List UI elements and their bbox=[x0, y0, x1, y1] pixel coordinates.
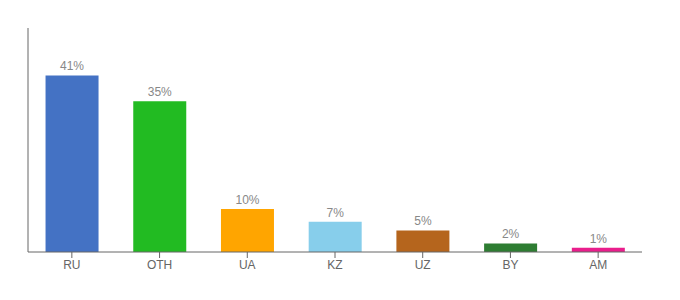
svg-text:KZ: KZ bbox=[327, 258, 342, 272]
svg-text:AM: AM bbox=[589, 258, 607, 272]
svg-text:BY: BY bbox=[502, 258, 518, 272]
svg-text:5%: 5% bbox=[414, 214, 432, 228]
svg-text:UA: UA bbox=[239, 258, 256, 272]
svg-text:UZ: UZ bbox=[415, 258, 431, 272]
svg-text:1%: 1% bbox=[590, 232, 608, 246]
svg-text:2%: 2% bbox=[502, 227, 520, 241]
svg-text:7%: 7% bbox=[327, 206, 345, 220]
svg-text:35%: 35% bbox=[148, 85, 172, 99]
svg-text:41%: 41% bbox=[60, 59, 84, 73]
svg-text:OTH: OTH bbox=[147, 258, 172, 272]
svg-text:10%: 10% bbox=[235, 193, 259, 207]
svg-text:RU: RU bbox=[63, 258, 80, 272]
